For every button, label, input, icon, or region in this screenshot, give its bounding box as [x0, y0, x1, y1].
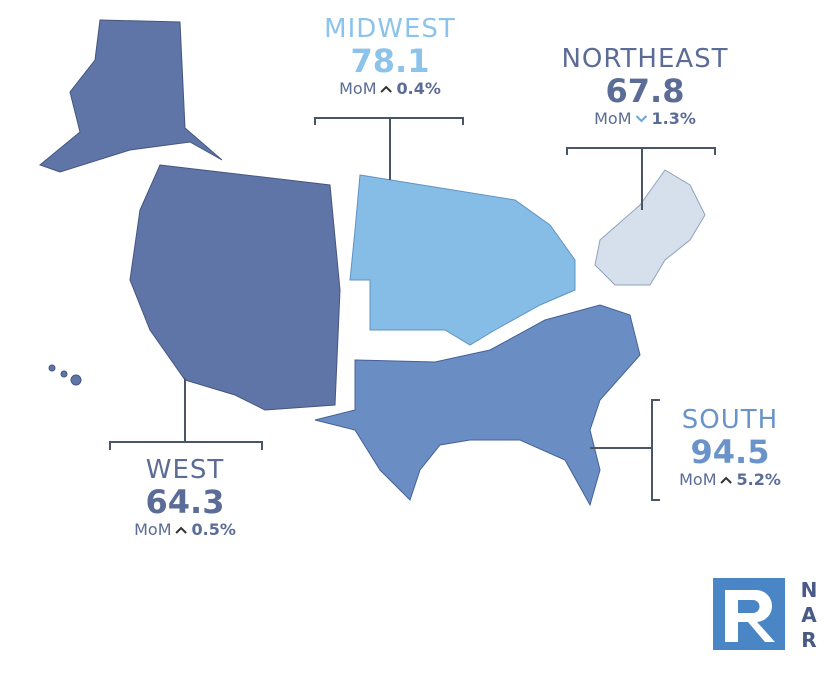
- mom-change: 0.4%: [396, 79, 441, 98]
- logo-letter: N: [800, 578, 818, 602]
- arrow-chevron: [380, 85, 393, 93]
- region-value: 94.5: [690, 433, 770, 471]
- mom-label: MoM: [679, 470, 717, 489]
- mom-row: MoM 5.2%: [679, 469, 781, 491]
- hawaii-shape: [60, 370, 68, 378]
- hawaii-shape: [70, 374, 82, 386]
- leader-lines: [109, 117, 716, 501]
- direction-arrow: [380, 85, 393, 93]
- region-label: WEST 64.3 MoM 0.5%: [134, 455, 236, 541]
- logo-letter: A: [801, 603, 817, 627]
- region-label: SOUTH 94.5 MoM 5.2%: [679, 405, 781, 491]
- direction-arrow: [635, 115, 648, 123]
- mom-label: MoM: [134, 520, 172, 539]
- region-value: 64.3: [145, 483, 225, 521]
- mom-change: 5.2%: [736, 470, 781, 489]
- mom-row: MoM 0.4%: [324, 78, 456, 100]
- hawaii-shape: [48, 364, 56, 372]
- region-name: NORTHEAST: [561, 44, 729, 74]
- logo-r: [725, 589, 775, 642]
- mom-row: MoM 0.5%: [134, 519, 236, 541]
- south-shape: [314, 304, 641, 507]
- leader-line: [651, 399, 660, 501]
- region-name: WEST: [145, 455, 225, 485]
- arrow-chevron: [635, 115, 648, 123]
- arrow-chevron: [175, 526, 188, 534]
- mom-label: MoM: [339, 79, 377, 98]
- mom-row: MoM 1.3%: [561, 108, 728, 130]
- direction-arrow: [175, 526, 188, 534]
- direction-arrow: [720, 476, 733, 484]
- northeast-shape: [594, 169, 706, 286]
- region-value: 67.8: [605, 72, 685, 110]
- arrow-chevron: [720, 476, 733, 484]
- mom-label: MoM: [594, 109, 632, 128]
- mom-change: 1.3%: [651, 109, 696, 128]
- leader-line: [109, 441, 263, 450]
- west-region: [38, 19, 341, 411]
- region-label: NORTHEAST 67.8 MoM 1.3%: [561, 44, 728, 130]
- region-label: MIDWEST 78.1 MoM 0.4%: [324, 14, 456, 100]
- region-name: SOUTH: [681, 405, 779, 435]
- region-value: 78.1: [350, 42, 430, 80]
- midwest-shape: [349, 174, 576, 346]
- alaska-shape: [38, 19, 223, 173]
- mom-change: 0.5%: [191, 520, 236, 539]
- region-name: MIDWEST: [324, 14, 456, 44]
- west-shape: [129, 164, 341, 411]
- nar-logo: [713, 578, 785, 650]
- logo-letter: R: [801, 628, 817, 652]
